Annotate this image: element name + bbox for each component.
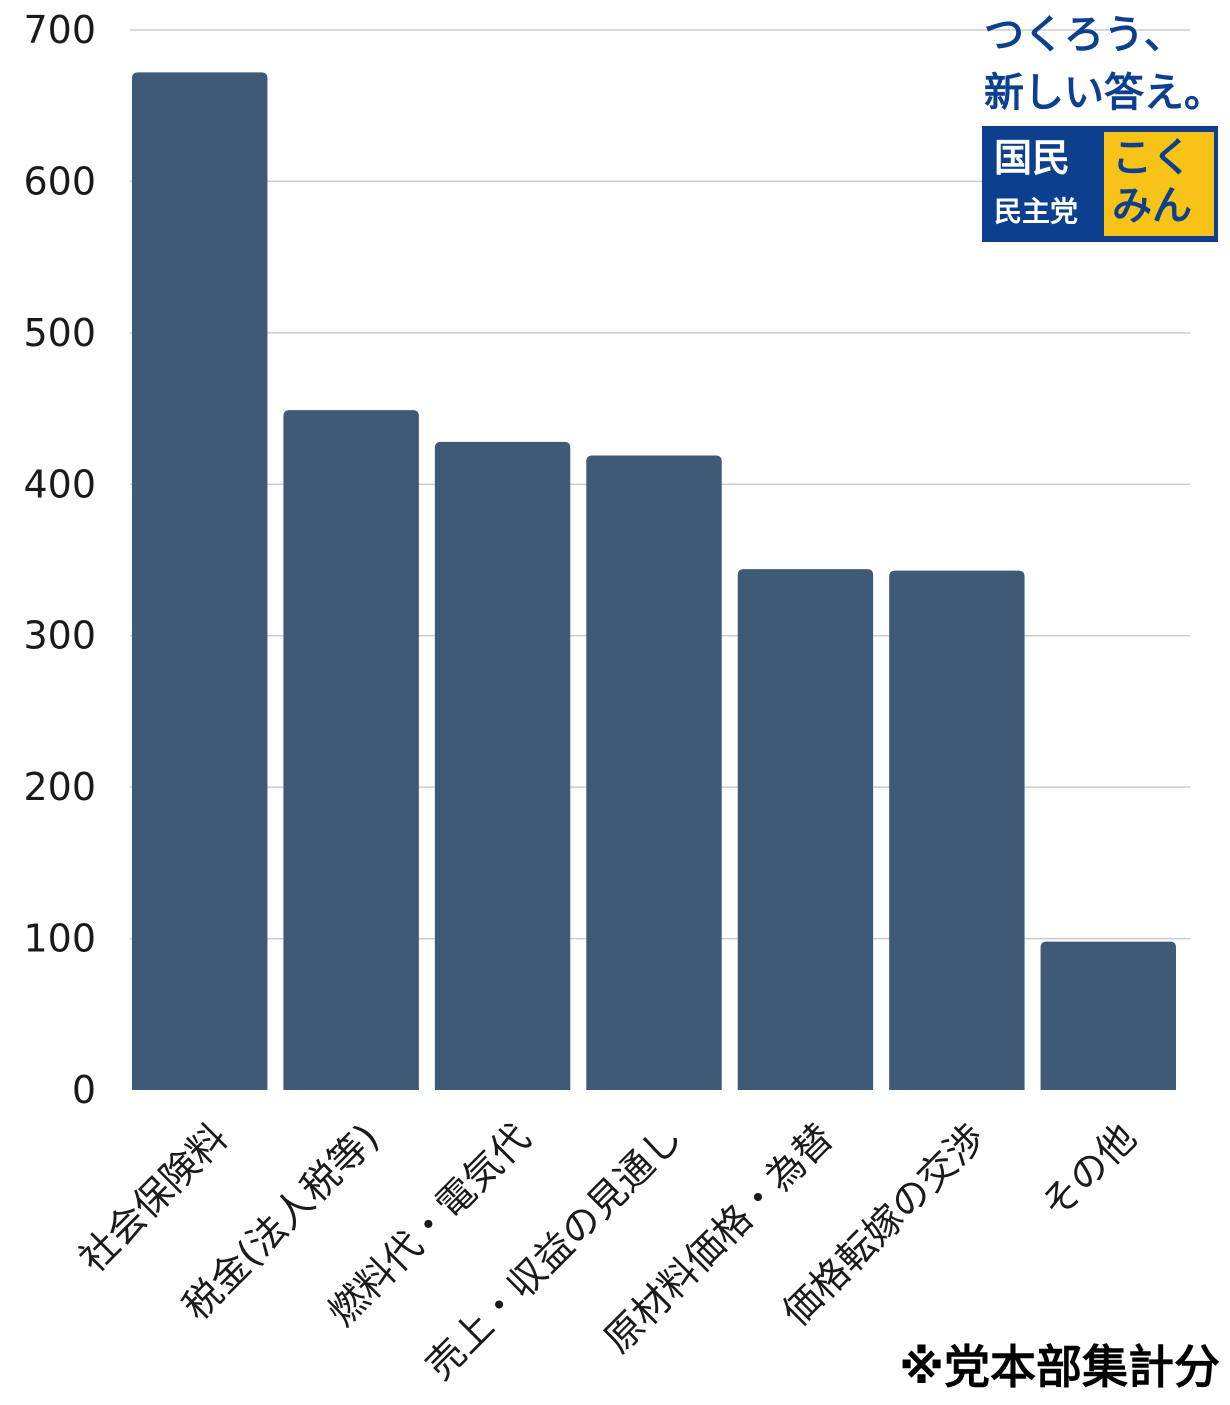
bars <box>132 72 1176 1091</box>
y-tick-label: 600 <box>23 159 96 203</box>
y-tick-label: 100 <box>23 917 96 961</box>
y-tick-label: 500 <box>23 311 96 355</box>
bar-7 <box>1040 941 1176 1090</box>
bar-4 <box>586 455 722 1090</box>
logo-emblem-left: 国民 民主党 <box>984 128 1104 240</box>
x-category-label: 社会保険料 <box>71 1115 236 1280</box>
logo-party-text: 民主党 <box>994 195 1079 228</box>
y-tick-label: 0 <box>72 1068 96 1112</box>
footnote: ※党本部集計分 <box>899 1340 1220 1394</box>
x-category-label: その他 <box>1033 1115 1145 1227</box>
bar-1 <box>132 72 268 1090</box>
party-logo: つくろう、 新しい答え。 国民 民主党 こく みん <box>978 8 1224 244</box>
bar-5 <box>737 569 874 1090</box>
logo-tagline-line1: つくろう、 <box>984 12 1184 58</box>
logo-emblem: 国民 民主党 こく みん <box>982 126 1218 242</box>
bar-2 <box>283 410 419 1091</box>
x-category-label: 売上・収益の見通し <box>417 1115 690 1388</box>
y-tick-label: 400 <box>23 462 96 506</box>
logo-emblem-right: こく みん <box>1104 132 1214 236</box>
y-axis-ticks: 0 100 200 300 400 500 600 700 <box>23 8 96 1112</box>
bar-3 <box>434 441 571 1090</box>
logo-tagline-line2: 新しい答え。 <box>984 70 1224 116</box>
y-tick-label: 700 <box>23 8 96 52</box>
logo-kokumin-text: 国民 <box>994 136 1071 180</box>
logo-kana-line1: こく <box>1112 135 1192 181</box>
y-tick-label: 200 <box>23 765 96 809</box>
logo-kana-line2: みん <box>1112 183 1192 229</box>
y-tick-label: 300 <box>23 614 96 658</box>
bar-6 <box>889 570 1025 1090</box>
